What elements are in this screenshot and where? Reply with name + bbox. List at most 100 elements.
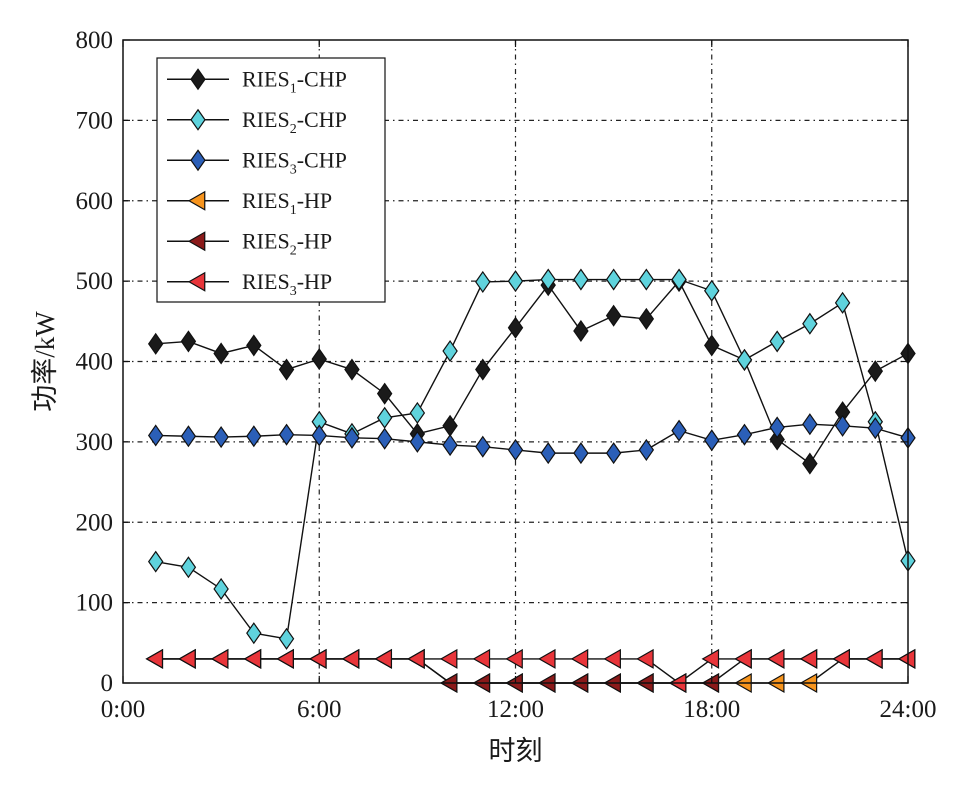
y-tick-label: 0: [101, 670, 114, 697]
data-point: [442, 434, 458, 457]
data-point: [638, 438, 655, 461]
data-point: [865, 648, 883, 669]
data-point: [507, 316, 524, 339]
data-point: [605, 442, 622, 465]
data-point: [507, 438, 524, 461]
series-line: [155, 279, 909, 465]
data-point: [704, 334, 720, 357]
data-point: [799, 648, 818, 669]
data-point: [243, 648, 262, 669]
legend-label: RIES1-HP: [242, 188, 332, 218]
data-point: [147, 550, 164, 573]
data-point: [278, 423, 295, 446]
y-tick-label: 700: [76, 107, 114, 134]
series-line: [155, 658, 908, 684]
legend-marker: [190, 149, 206, 172]
data-point: [344, 358, 360, 381]
data-point: [439, 648, 458, 669]
data-point: [769, 330, 785, 353]
x-tick-label: 12:00: [487, 696, 544, 723]
data-point: [570, 648, 589, 669]
data-point: [278, 627, 295, 650]
legend-label: RIES2-HP: [242, 228, 332, 258]
data-point: [603, 648, 621, 669]
series-line: [155, 658, 908, 684]
legend-label: RIES3-CHP: [242, 147, 347, 177]
data-point: [180, 425, 197, 448]
data-point: [736, 348, 753, 371]
legend-marker: [187, 190, 206, 211]
data-point: [573, 268, 589, 291]
data-point: [376, 406, 393, 429]
data-point: [276, 648, 294, 669]
data-point: [832, 648, 850, 669]
y-tick-label: 300: [76, 429, 114, 456]
data-point: [638, 268, 655, 291]
x-tick-label: 18:00: [683, 696, 740, 723]
data-point: [442, 414, 458, 437]
data-point: [802, 312, 818, 335]
data-point: [213, 426, 229, 449]
data-point: [376, 382, 393, 405]
series-line: [155, 658, 908, 684]
data-point: [734, 648, 752, 669]
data-point: [213, 342, 229, 365]
data-point: [213, 577, 229, 601]
data-point: [246, 334, 262, 357]
legend-item: RIES3-HP: [167, 269, 332, 299]
data-point: [376, 427, 393, 450]
data-point: [475, 435, 491, 458]
data-point: [540, 442, 556, 465]
y-tick-label: 500: [76, 268, 114, 295]
data-point: [180, 556, 197, 579]
y-tick-label: 600: [76, 188, 114, 215]
data-point: [409, 401, 426, 424]
data-point: [701, 648, 720, 669]
data-point: [766, 648, 785, 669]
series-RIES3-CHP: [147, 413, 916, 465]
data-point: [605, 268, 622, 291]
legend-label: RIES1-CHP: [242, 66, 347, 96]
data-point: [278, 358, 295, 381]
x-tick-label: 6:00: [297, 696, 341, 723]
data-point: [605, 304, 622, 327]
data-point: [409, 430, 426, 453]
data-point: [145, 648, 164, 669]
data-point: [407, 648, 425, 669]
data-point: [309, 648, 327, 669]
y-tick-label: 100: [76, 590, 114, 617]
legend-marker: [190, 108, 206, 131]
data-point: [769, 416, 785, 439]
data-point: [704, 279, 720, 302]
data-point: [147, 424, 164, 447]
data-point: [180, 330, 197, 353]
axis-ticks: 0 100 200 300 400 500 600 700 800 0:00 6:00 12:00 18…: [76, 27, 937, 723]
data-point: [802, 413, 818, 436]
series-line: [155, 423, 909, 454]
series-line: [155, 278, 909, 640]
legend-marker: [187, 271, 206, 292]
data-point: [147, 332, 164, 355]
legend-label: RIES2-CHP: [242, 107, 347, 137]
data-point: [505, 648, 523, 669]
legend-item: RIES3-CHP: [167, 147, 347, 177]
y-tick-label: 800: [76, 27, 114, 54]
data-point: [834, 291, 851, 314]
data-point: [507, 270, 524, 293]
data-point: [475, 270, 491, 293]
data-point: [834, 414, 851, 437]
legend-item: RIES2-CHP: [167, 107, 347, 137]
y-tick-label: 400: [76, 349, 114, 376]
legend-item: RIES1-HP: [167, 188, 332, 218]
legend-label: RIES3-HP: [242, 269, 332, 299]
data-point: [704, 429, 720, 452]
data-point: [802, 452, 818, 475]
series-RIES1-HP: [145, 648, 916, 694]
data-point: [897, 648, 916, 669]
data-point: [475, 358, 491, 381]
data-point: [736, 423, 753, 446]
data-point: [311, 348, 327, 371]
data-point: [472, 648, 491, 669]
data-point: [867, 417, 884, 440]
